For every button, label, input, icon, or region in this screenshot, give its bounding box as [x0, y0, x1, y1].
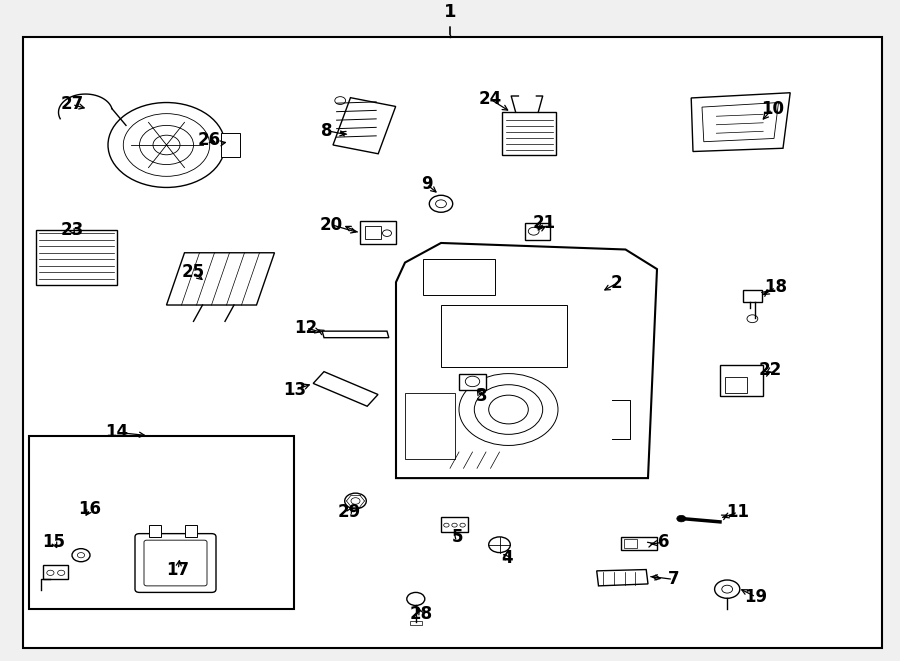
Bar: [423, 259, 495, 295]
Text: 21: 21: [533, 214, 556, 233]
Text: 11: 11: [726, 503, 750, 521]
FancyBboxPatch shape: [135, 533, 216, 592]
Bar: [720, 365, 763, 397]
Text: 12: 12: [294, 319, 318, 337]
Bar: [148, 525, 161, 537]
Text: 23: 23: [60, 221, 84, 239]
Text: 5: 5: [452, 528, 463, 546]
Bar: [410, 621, 422, 625]
Bar: [333, 98, 396, 154]
Text: 6: 6: [658, 533, 669, 551]
Text: 17: 17: [166, 561, 190, 578]
Text: 9: 9: [421, 175, 432, 193]
Bar: [405, 393, 454, 459]
Bar: [441, 305, 567, 367]
Bar: [459, 373, 486, 390]
Text: 24: 24: [479, 91, 502, 108]
Text: 29: 29: [338, 503, 361, 521]
Circle shape: [429, 195, 453, 212]
Bar: [364, 226, 381, 239]
Text: 4: 4: [501, 549, 512, 566]
Circle shape: [715, 580, 740, 598]
Bar: [742, 290, 762, 302]
Text: 22: 22: [759, 362, 782, 379]
Bar: [624, 539, 637, 548]
Bar: [525, 223, 550, 240]
Text: 19: 19: [744, 588, 768, 606]
Text: 16: 16: [78, 500, 102, 518]
Text: 15: 15: [42, 533, 66, 551]
Bar: [29, 436, 294, 609]
Circle shape: [407, 592, 425, 605]
Text: 2: 2: [611, 274, 622, 292]
Bar: [184, 525, 197, 537]
Bar: [220, 134, 240, 157]
Text: 18: 18: [764, 278, 788, 296]
Circle shape: [345, 493, 366, 509]
Bar: [441, 518, 468, 531]
Circle shape: [677, 516, 686, 522]
Bar: [621, 537, 657, 550]
Circle shape: [72, 549, 90, 562]
Circle shape: [489, 537, 510, 553]
Circle shape: [108, 102, 225, 188]
Text: 14: 14: [105, 424, 129, 442]
Bar: [502, 112, 556, 155]
Polygon shape: [166, 253, 274, 305]
Text: 7: 7: [668, 570, 679, 588]
Polygon shape: [313, 371, 378, 407]
Polygon shape: [691, 93, 790, 151]
Text: 3: 3: [476, 387, 487, 405]
Bar: [36, 230, 117, 286]
Text: 26: 26: [197, 131, 220, 149]
Text: 10: 10: [760, 100, 784, 118]
Text: 13: 13: [284, 381, 307, 399]
Polygon shape: [396, 243, 657, 478]
Text: 25: 25: [182, 263, 205, 282]
Text: 8: 8: [321, 122, 332, 139]
Text: 28: 28: [410, 605, 433, 623]
Circle shape: [747, 315, 758, 323]
Bar: [43, 565, 68, 579]
Text: 27: 27: [60, 95, 84, 114]
Bar: [724, 377, 747, 393]
Polygon shape: [597, 570, 648, 586]
Circle shape: [335, 97, 346, 104]
Text: 20: 20: [320, 215, 343, 234]
Bar: [360, 221, 396, 245]
Text: 1: 1: [444, 3, 456, 21]
Polygon shape: [322, 331, 389, 338]
